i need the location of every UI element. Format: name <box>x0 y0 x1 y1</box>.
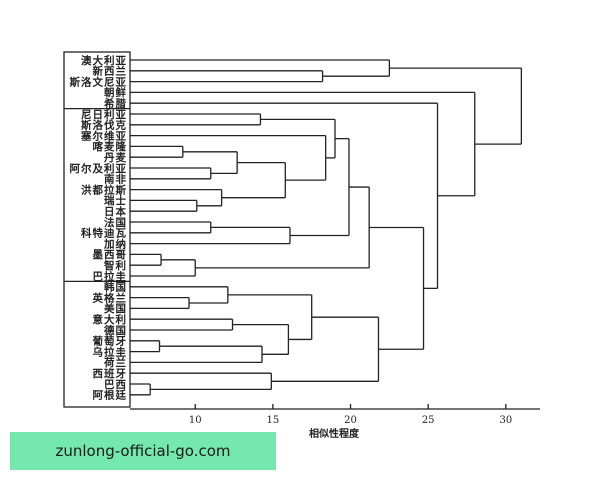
leaf-label: 塞尔维亚 <box>80 129 127 142</box>
x-tick-label: 15 <box>267 415 280 426</box>
leaf-label: 智利 <box>103 259 127 272</box>
leaf-label: 法国 <box>104 216 127 229</box>
x-axis: 10 15 20 25 30 <box>130 404 540 426</box>
leaf-label: 洪都拉斯 <box>81 183 127 196</box>
label-box-border <box>63 51 131 408</box>
leaf-label: 日本 <box>104 205 127 218</box>
leaf-label: 阿尔及利亚 <box>70 162 128 175</box>
leaf-label: 斯洛文尼亚 <box>70 75 128 88</box>
leaf-label: 阿根廷 <box>93 389 128 402</box>
x-tick-label: 25 <box>422 415 435 426</box>
leaf-label: 意大利 <box>93 313 128 326</box>
leaf-label: 美国 <box>104 302 127 315</box>
leaf-label: 喀麦隆 <box>93 140 128 153</box>
leaf-label: 巴西 <box>104 379 127 391</box>
watermark: zunlong-official-go.com <box>10 432 276 470</box>
leaf-label: 尼日利亚 <box>81 108 127 121</box>
leaf-label: 丹麦 <box>104 151 127 164</box>
leaf-label: 英格兰 <box>92 291 128 304</box>
leaf-label: 南非 <box>104 173 127 186</box>
leaf-label: 墨西哥 <box>93 249 128 261</box>
x-axis-label: 相似性程度 <box>309 427 360 440</box>
leaf-label: 西班牙 <box>93 367 128 380</box>
leaf-label: 希腊 <box>103 97 127 110</box>
leaf-label: 澳大利亚 <box>81 54 127 67</box>
leaf-labels: 澳大利亚新西兰斯洛文尼亚朝鲜希腊尼日利亚斯洛伐克塞尔维亚喀麦隆丹麦阿尔及利亚南非… <box>70 54 128 402</box>
leaf-label: 新西兰 <box>93 65 128 78</box>
leaf-label: 科特迪瓦 <box>81 227 127 240</box>
leaf-label: 葡萄牙 <box>92 335 128 348</box>
leaf-label: 巴拉圭 <box>93 270 128 283</box>
leaf-label: 加纳 <box>103 237 127 250</box>
x-tick-label: 30 <box>499 415 512 426</box>
leaf-label: 乌拉圭 <box>93 345 128 358</box>
leaf-label: 斯洛伐克 <box>81 119 127 132</box>
leaf-label: 荷兰 <box>103 356 127 369</box>
x-tick-label: 20 <box>344 415 357 426</box>
leaf-label: 瑞士 <box>104 194 127 207</box>
leaf-label: 德国 <box>103 324 127 337</box>
leaf-label: 韩国 <box>104 281 127 294</box>
x-tick-label: 10 <box>189 415 202 426</box>
tree-links <box>130 59 523 396</box>
label-box <box>63 51 131 408</box>
leaf-label: 朝鲜 <box>104 86 127 99</box>
